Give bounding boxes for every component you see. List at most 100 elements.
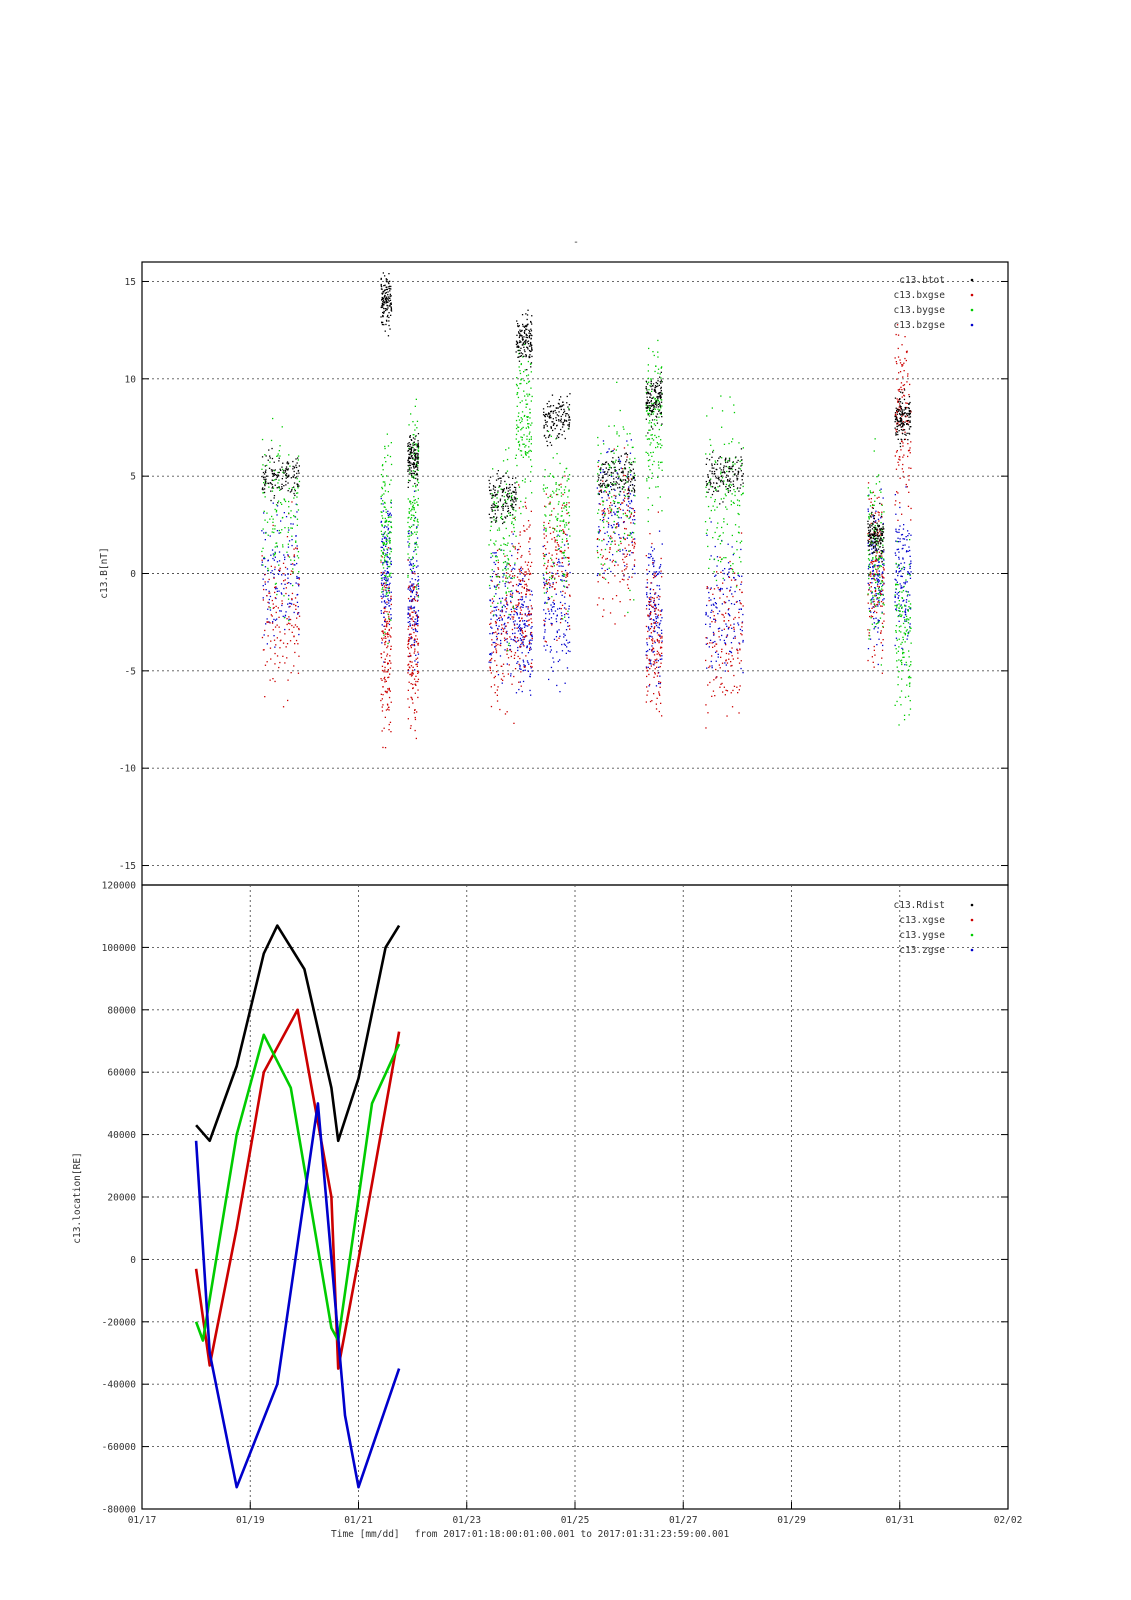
- field-point-by: [562, 552, 564, 554]
- field-point-bx: [705, 727, 707, 729]
- field-point-by: [715, 489, 717, 491]
- field-point-bx: [411, 617, 413, 620]
- field-point-btot: [504, 502, 506, 504]
- field-point-btot: [261, 456, 264, 458]
- field-point-bx: [390, 648, 392, 650]
- field-point-by: [284, 500, 287, 503]
- field-point-by: [529, 449, 531, 452]
- field-point-by: [414, 517, 416, 520]
- field-point-bx: [650, 582, 652, 584]
- field-point-btot: [602, 477, 604, 479]
- field-point-by: [725, 488, 727, 490]
- field-point-by: [720, 395, 722, 397]
- field-point-bx: [271, 615, 273, 617]
- field-point-bz: [510, 673, 512, 675]
- field-point-by: [712, 449, 715, 452]
- field-point-by: [734, 494, 736, 497]
- field-point-bz: [649, 604, 651, 606]
- field-point-btot: [381, 292, 383, 294]
- field-point-btot: [383, 307, 385, 310]
- field-point-bz: [551, 606, 554, 608]
- field-point-bz: [647, 650, 649, 652]
- field-point-bx: [620, 537, 622, 539]
- field-point-by: [496, 505, 498, 507]
- field-point-bx: [627, 489, 629, 491]
- field-point-bx: [384, 666, 386, 669]
- field-point-by: [546, 587, 548, 590]
- field-point-bx: [408, 639, 410, 641]
- field-point-bz: [287, 573, 289, 575]
- field-point-bz: [714, 602, 717, 604]
- field-point-btot: [528, 356, 530, 359]
- field-point-bx: [417, 696, 419, 699]
- field-point-btot: [517, 323, 519, 325]
- field-point-btot: [407, 464, 409, 467]
- field-point-by: [296, 504, 298, 506]
- field-point-bx: [266, 595, 268, 597]
- field-point-bx: [416, 600, 419, 602]
- field-point-by: [408, 538, 410, 540]
- field-point-bx: [652, 577, 655, 579]
- field-point-btot: [491, 517, 493, 519]
- field-point-btot: [515, 500, 517, 502]
- field-point-by: [498, 527, 500, 529]
- field-point-by: [565, 509, 568, 511]
- field-point-bz: [296, 545, 298, 547]
- field-point-bz: [709, 626, 711, 628]
- field-point-bz: [737, 574, 739, 576]
- field-point-by: [526, 435, 528, 437]
- field-point-bz: [522, 606, 524, 608]
- field-point-btot: [287, 463, 289, 465]
- field-point-bz: [280, 592, 282, 594]
- field-point-bz: [616, 511, 618, 513]
- field-point-btot: [413, 472, 415, 475]
- field-point-btot: [625, 461, 627, 463]
- field-point-bx: [741, 626, 743, 628]
- field-point-bz: [543, 645, 545, 647]
- field-point-btot: [652, 428, 654, 430]
- field-point-by: [599, 553, 602, 556]
- field-point-by: [287, 543, 289, 545]
- field-point-bx: [382, 746, 384, 749]
- field-point-by: [740, 561, 742, 563]
- field-point-bx: [545, 548, 547, 550]
- field-point-bx: [719, 597, 721, 599]
- field-point-bx: [414, 683, 417, 686]
- field-point-by: [530, 459, 532, 461]
- field-point-bx: [528, 619, 530, 621]
- field-point-btot: [389, 288, 391, 290]
- field-point-by: [528, 446, 530, 448]
- field-point-btot: [610, 482, 612, 484]
- field-point-bz: [413, 606, 415, 609]
- field-point-bx: [275, 644, 277, 646]
- field-point-by: [520, 363, 522, 366]
- field-point-btot: [389, 302, 392, 305]
- field-point-btot: [416, 469, 418, 471]
- field-point-by: [493, 501, 495, 503]
- field-point-bz: [385, 553, 387, 555]
- field-point-btot: [629, 469, 631, 471]
- field-point-bx: [653, 654, 656, 656]
- field-point-btot: [655, 381, 657, 384]
- field-point-btot: [264, 484, 266, 487]
- field-point-btot: [549, 413, 551, 415]
- field-point-by: [727, 466, 729, 468]
- field-point-bx: [384, 669, 386, 671]
- field-point-by: [382, 552, 385, 554]
- field-point-btot: [492, 503, 494, 505]
- field-point-by: [522, 456, 524, 458]
- field-point-bx: [501, 624, 503, 626]
- field-point-by: [508, 447, 510, 449]
- field-point-bz: [603, 572, 605, 574]
- field-point-bz: [721, 629, 723, 631]
- field-point-by: [507, 587, 509, 589]
- field-point-btot: [522, 338, 524, 340]
- field-point-btot: [285, 474, 287, 476]
- field-point-btot: [386, 288, 388, 291]
- field-point-bz: [569, 650, 571, 653]
- field-point-btot: [560, 418, 562, 420]
- field-point-btot: [568, 426, 570, 428]
- field-point-bz: [381, 538, 383, 540]
- field-point-by: [729, 396, 731, 398]
- field-point-bz: [385, 577, 387, 579]
